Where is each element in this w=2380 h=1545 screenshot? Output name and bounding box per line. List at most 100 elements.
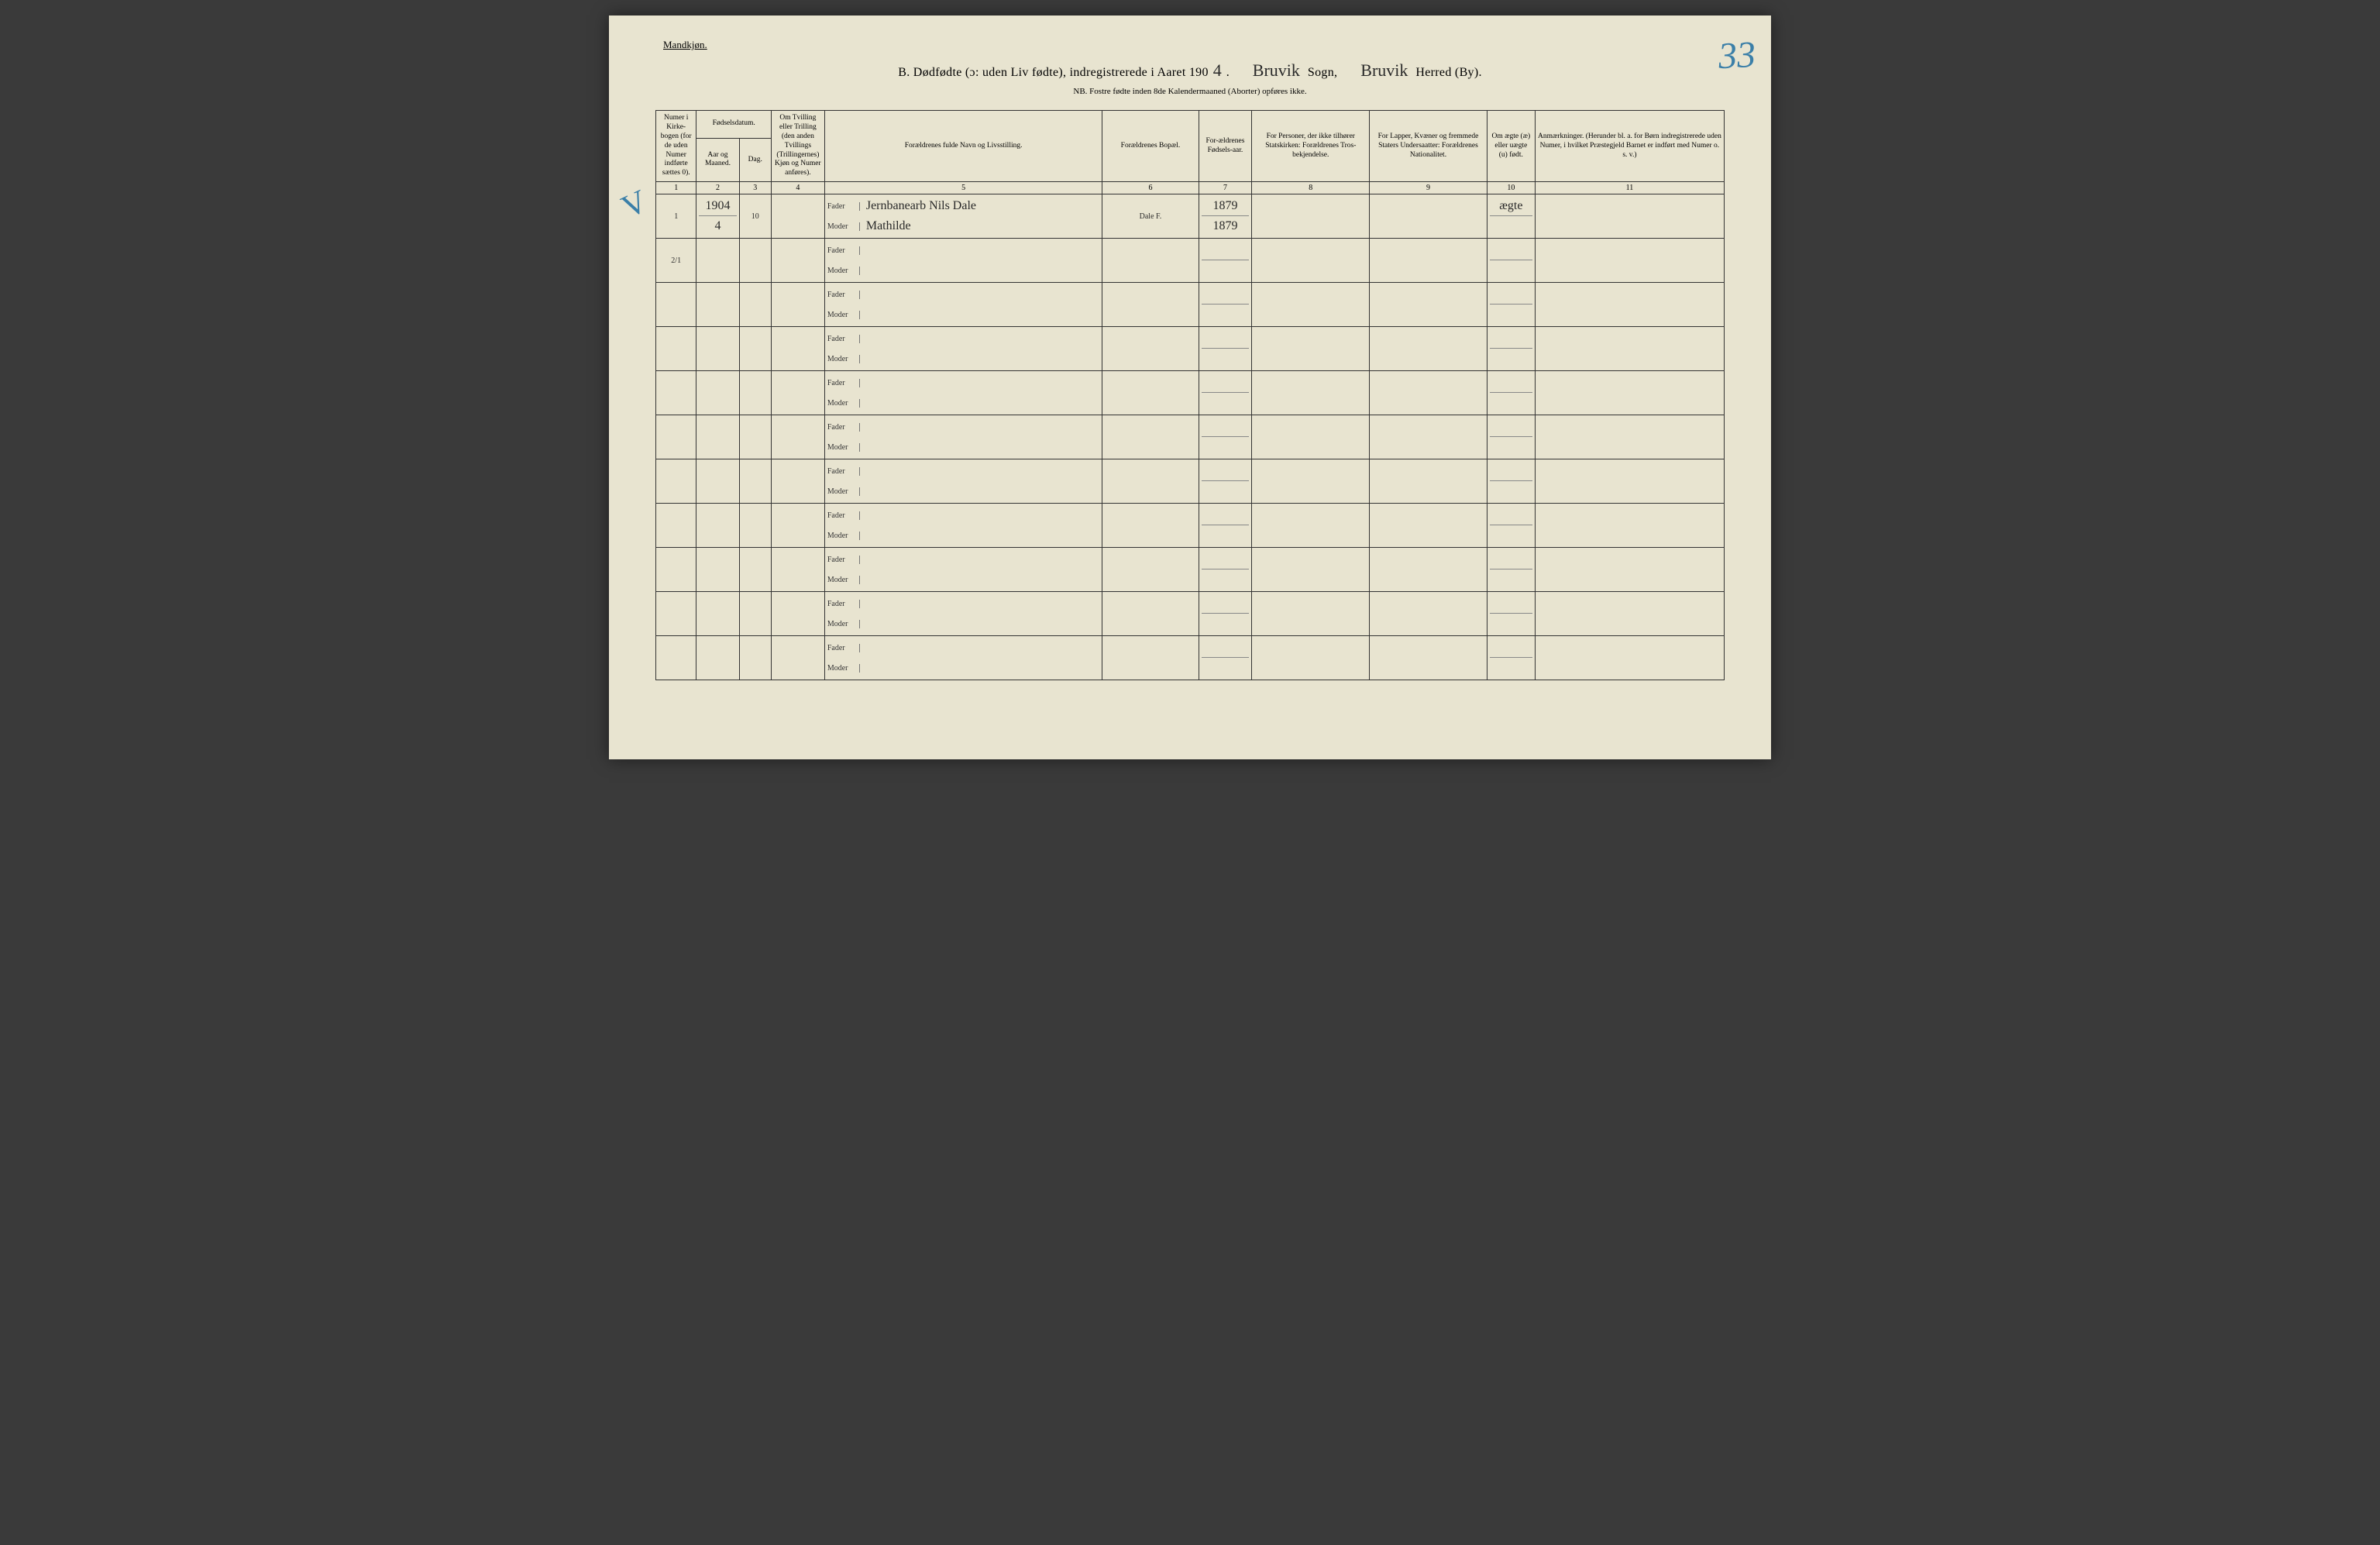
cell-tvilling [771,415,824,459]
cell-faar [1199,371,1252,415]
herred-handwritten: Bruvik [1356,60,1412,81]
nb-note: NB. Fostre fødte inden 8de Kalendermaane… [655,87,1725,96]
table-row: Fader Moder [656,459,1725,504]
cell-aar-mnd [696,592,739,636]
cell-tros [1252,548,1370,592]
cell-aar-mnd [696,459,739,504]
colnum-9: 9 [1370,182,1488,194]
cell-dag [739,459,771,504]
col-header-1: Numer i Kirke-bogen (for de uden Numer i… [656,111,696,182]
title-line: B. Dødfødte (ɔ: uden Liv fødte), indregi… [655,60,1725,81]
cell-anm [1535,504,1724,548]
col-header-8: For Personer, der ikke tilhører Statskir… [1252,111,1370,182]
cell-num [656,327,696,371]
col-header-5: Forældrenes fulde Navn og Livsstilling. [824,111,1102,182]
colnum-8: 8 [1252,182,1370,194]
col-header-11: Anmærkninger. (Herunder bl. a. for Børn … [1535,111,1724,182]
cell-aegte [1487,504,1535,548]
cell-tros [1252,504,1370,548]
colnum-1: 1 [656,182,696,194]
cell-dag [739,239,771,283]
col-header-2: Aar og Maaned. [696,138,739,181]
column-number-row: 1 2 3 4 5 6 7 8 9 10 11 [656,182,1725,194]
cell-nat [1370,459,1488,504]
cell-tvilling [771,371,824,415]
cell-bopael [1102,548,1199,592]
cell-num: 1 [656,194,696,239]
cell-tros [1252,194,1370,239]
cell-tvilling [771,548,824,592]
cell-bopael [1102,592,1199,636]
cell-anm [1535,371,1724,415]
sogn-handwritten: Bruvik [1248,60,1305,81]
table-row: Fader Moder [656,548,1725,592]
cell-num [656,459,696,504]
cell-dag [739,327,771,371]
cell-aegte [1487,548,1535,592]
cell-faar [1199,459,1252,504]
cell-nat [1370,327,1488,371]
cell-tros [1252,636,1370,680]
cell-dag [739,415,771,459]
colnum-7: 7 [1199,182,1252,194]
cell-bopael [1102,371,1199,415]
cell-bopael: Dale F. [1102,194,1199,239]
cell-anm [1535,415,1724,459]
table-row: 2/1Fader Moder [656,239,1725,283]
colnum-6: 6 [1102,182,1199,194]
cell-bopael [1102,459,1199,504]
cell-names: Fader Moder [824,239,1102,283]
cell-dag [739,371,771,415]
cell-faar [1199,504,1252,548]
cell-num [656,592,696,636]
cell-tvilling [771,459,824,504]
margin-checkmark: V [616,183,653,226]
cell-nat [1370,592,1488,636]
cell-faar [1199,592,1252,636]
table-row: 11904410 FaderJernbanearb Nils Dale Moder… [656,194,1725,239]
cell-dag [739,283,771,327]
gender-label: Mandkjøn. [663,39,1725,51]
cell-dag [739,548,771,592]
cell-aegte [1487,327,1535,371]
cell-aegte [1487,239,1535,283]
cell-num [656,371,696,415]
colnum-2: 2 [696,182,739,194]
cell-aar-mnd: 19044 [696,194,739,239]
cell-aar-mnd [696,327,739,371]
cell-aegte [1487,415,1535,459]
colnum-4: 4 [771,182,824,194]
cell-names: Fader Moder [824,548,1102,592]
cell-anm [1535,239,1724,283]
colnum-5: 5 [824,182,1102,194]
cell-names: FaderJernbanearb Nils Dale ModerMathilde [824,194,1102,239]
cell-tvilling [771,504,824,548]
cell-nat [1370,504,1488,548]
cell-aar-mnd [696,283,739,327]
cell-tvilling [771,239,824,283]
col-header-7: For-ældrenes Fødsels-aar. [1199,111,1252,182]
sogn-label: Sogn, [1308,66,1337,79]
cell-nat [1370,636,1488,680]
cell-nat [1370,415,1488,459]
cell-dag: 10 [739,194,771,239]
cell-bopael [1102,327,1199,371]
table-row: Fader Moder [656,283,1725,327]
cell-faar [1199,415,1252,459]
colnum-10: 10 [1487,182,1535,194]
col-header-10: Om ægte (æ) eller uægte (u) født. [1487,111,1535,182]
cell-nat [1370,194,1488,239]
cell-bopael [1102,239,1199,283]
cell-bopael [1102,283,1199,327]
cell-aar-mnd [696,636,739,680]
cell-names: Fader Moder [824,636,1102,680]
title-printed: B. Dødfødte (ɔ: uden Liv fødte), indregi… [898,66,1209,79]
cell-anm [1535,283,1724,327]
table-row: Fader Moder [656,504,1725,548]
cell-tros [1252,592,1370,636]
cell-tros [1252,371,1370,415]
colnum-11: 11 [1535,182,1724,194]
cell-aegte [1487,371,1535,415]
ledger-table: Numer i Kirke-bogen (for de uden Numer i… [655,110,1725,680]
cell-num [656,636,696,680]
